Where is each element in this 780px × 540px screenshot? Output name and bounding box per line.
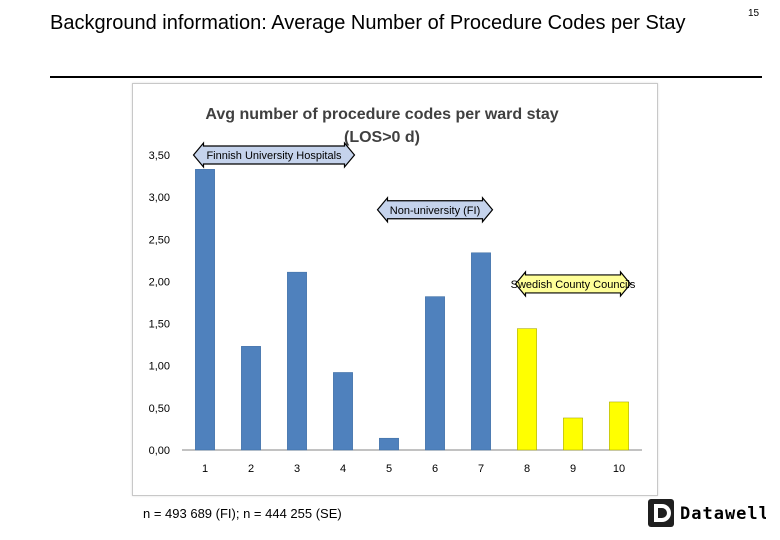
- annotation-arrow: [192, 141, 356, 169]
- y-tick-label: 1,50: [149, 319, 170, 331]
- y-tick-label: 3,00: [149, 192, 170, 204]
- bar: [563, 417, 583, 451]
- bar: [333, 372, 353, 451]
- bar: [195, 169, 215, 451]
- datawell-d-icon: [648, 499, 674, 527]
- x-tick-label: 10: [613, 463, 625, 475]
- y-tick-label: 0,00: [149, 445, 170, 457]
- bar-chart: Avg number of procedure codes per ward s…: [149, 106, 642, 475]
- bar: [517, 328, 537, 451]
- x-tick-label: 6: [432, 463, 438, 475]
- annotation-arrow: [514, 270, 632, 298]
- annotation-label: Non-university (FI): [390, 205, 480, 217]
- title-divider: [50, 76, 762, 78]
- y-tick-label: 0,50: [149, 403, 170, 415]
- bar: [379, 437, 399, 451]
- chart-title-line2: (LOS>0 d): [344, 129, 420, 146]
- annotation-label: Finnish University Hospitals: [206, 150, 342, 162]
- bar: [287, 271, 307, 451]
- y-tick-label: 2,00: [149, 276, 170, 288]
- annotation-label: Swedish County Councils: [511, 279, 636, 291]
- chart-title-line1: Avg number of procedure codes per ward s…: [205, 106, 558, 123]
- x-tick-label: 1: [202, 463, 208, 475]
- x-tick-label: 7: [478, 463, 484, 475]
- plot-area: 0,00 0,50 1,00 1,50 2,00 2,50 3,00 3,50 1 2 3 4 5 6 7 8…: [149, 141, 642, 475]
- x-tick-label: 5: [386, 463, 392, 475]
- slide-title: Background information: Average Number o…: [50, 12, 686, 34]
- x-tick-label: 4: [340, 463, 346, 475]
- y-tick-label: 3,50: [149, 150, 170, 162]
- x-tick-label: 3: [294, 463, 300, 475]
- bar: [425, 296, 445, 451]
- x-tick-label: 9: [570, 463, 576, 475]
- bar: [471, 252, 491, 451]
- bar: [609, 401, 629, 451]
- logo-text: Datawell: [680, 504, 766, 524]
- annotation-arrow: [376, 196, 494, 224]
- datawell-logo: Datawell: [648, 499, 766, 527]
- x-tick-label: 2: [248, 463, 254, 475]
- bar: [241, 346, 261, 451]
- footnote: n = 493 689 (FI); n = 444 255 (SE): [143, 506, 342, 521]
- x-tick-label: 8: [524, 463, 530, 475]
- y-tick-label: 1,00: [149, 361, 170, 373]
- y-tick-label: 2,50: [149, 234, 170, 246]
- page-number: 15: [748, 8, 760, 19]
